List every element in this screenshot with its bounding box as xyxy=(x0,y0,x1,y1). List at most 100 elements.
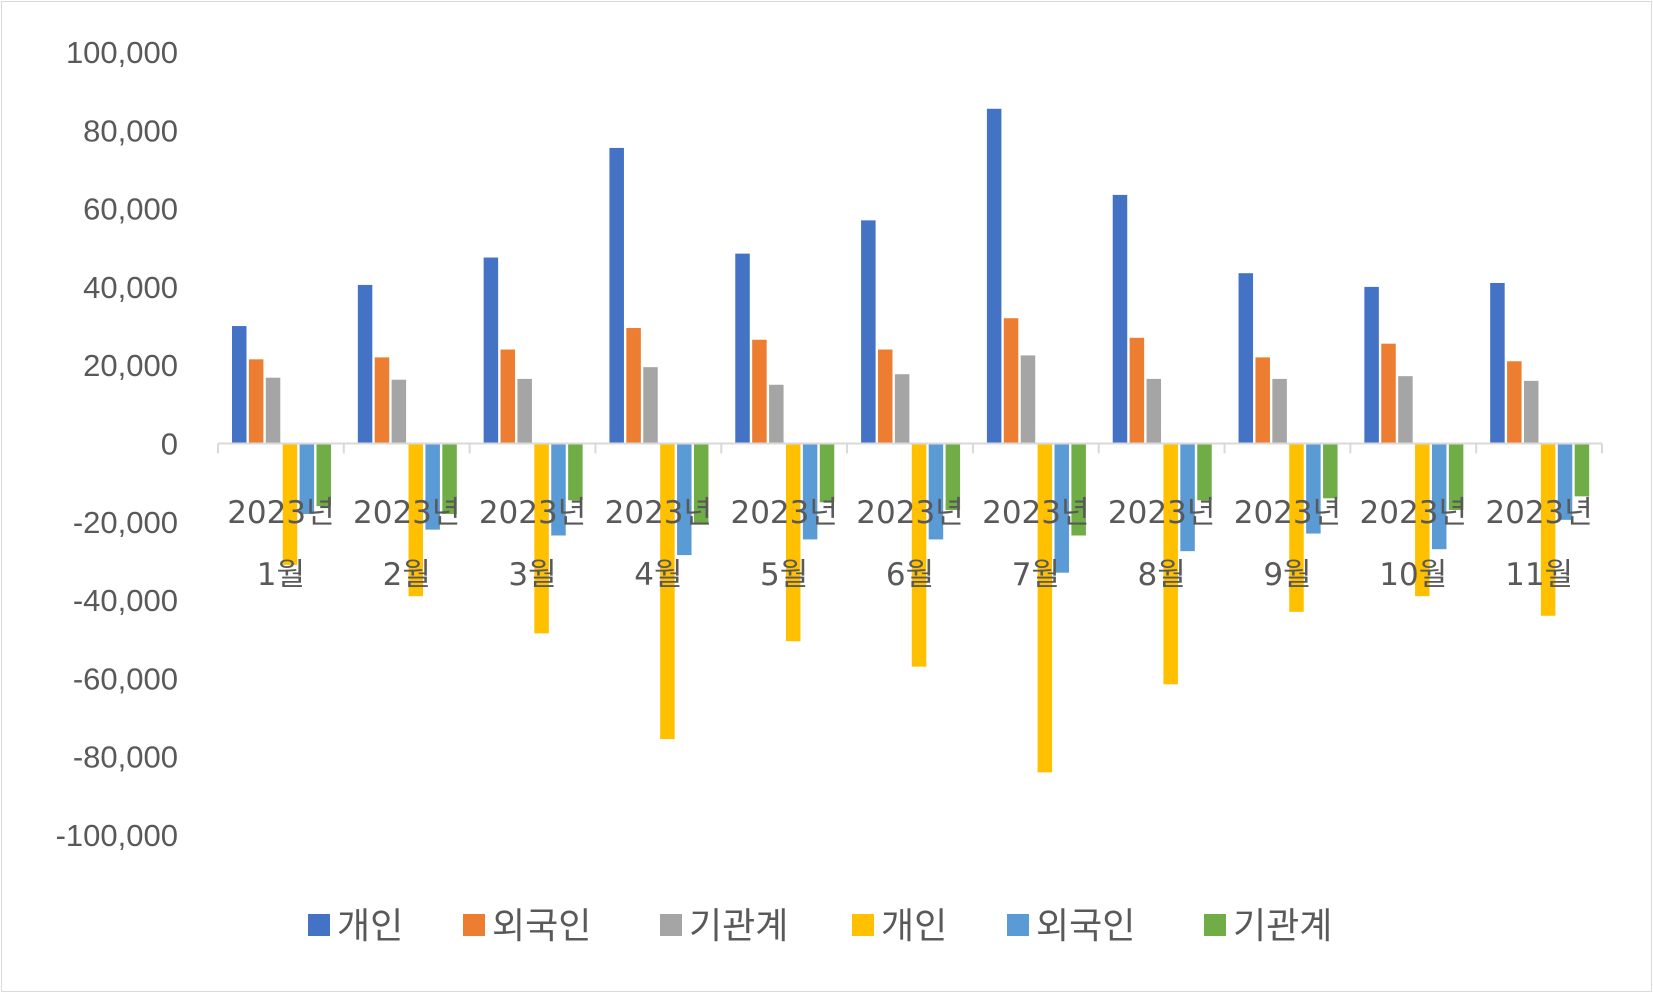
legend-label: 외국인 xyxy=(1036,906,1135,947)
x-tick-label: 11월 xyxy=(1505,557,1573,593)
bar-series-1-cat-11 xyxy=(1490,282,1505,444)
bar-series-5-cat-1 xyxy=(299,443,315,514)
x-tick-label: 8월 xyxy=(1138,557,1186,593)
x-tick-label: 2023년 xyxy=(1234,495,1341,531)
legend-item-4: 개인 xyxy=(852,906,947,947)
bar-series-6-cat-10 xyxy=(1448,443,1464,511)
x-axis-tick-marks xyxy=(217,443,1603,454)
legend-item-5: 외국인 xyxy=(1007,906,1135,947)
bar-series-5-cat-8 xyxy=(1180,443,1195,552)
x-tick-label: 2023년 xyxy=(605,495,712,531)
x-tick-label: 1월 xyxy=(257,557,305,593)
bar-series-1-cat-5 xyxy=(735,253,750,444)
legend: 개인 외국인 기관계 개인 외국인 기관계 xyxy=(308,906,1332,947)
bar-series-5-cat-5 xyxy=(802,443,818,540)
legend-swatch xyxy=(308,914,330,936)
y-tick-label: 100,000 xyxy=(66,35,178,70)
bar-series-2-cat-3 xyxy=(500,349,516,444)
legend-swatch xyxy=(463,914,485,936)
x-tick-label: 9월 xyxy=(1263,557,1311,593)
bar-series-5-cat-3 xyxy=(551,443,566,536)
x-tick-label: 10월 xyxy=(1379,557,1447,593)
bar-series-5-cat-4 xyxy=(677,443,692,556)
legend-label: 개인 xyxy=(881,906,947,947)
legend-item-6: 기관계 xyxy=(1204,906,1332,947)
bar-series-6-cat-2 xyxy=(442,443,457,514)
y-tick-label: 40,000 xyxy=(83,270,178,305)
bar-series-2-cat-10 xyxy=(1381,343,1396,444)
bar-series-1-cat-2 xyxy=(357,284,373,444)
bar-series-6-cat-9 xyxy=(1323,443,1338,499)
x-tick-label: 2023년 xyxy=(1108,495,1215,531)
y-tick-label: -40,000 xyxy=(73,583,178,618)
bar-series-4-cat-11 xyxy=(1540,443,1556,616)
x-tick-label: 7월 xyxy=(1012,557,1060,593)
bar-series-3-cat-8 xyxy=(1146,378,1162,444)
bar-series-4-cat-2 xyxy=(408,443,424,597)
x-tick-label: 2023년 xyxy=(856,495,963,531)
x-tick-label: 2023년 xyxy=(227,495,334,531)
y-tick-label: -100,000 xyxy=(56,818,178,853)
bars-layer xyxy=(232,108,1590,773)
y-tick-label: 80,000 xyxy=(83,113,178,148)
y-tick-label: -80,000 xyxy=(73,740,178,775)
bar-series-3-cat-3 xyxy=(517,378,532,444)
y-tick-label: 60,000 xyxy=(83,192,178,227)
bar-series-1-cat-6 xyxy=(861,220,876,444)
x-tick-label: 3월 xyxy=(508,557,556,593)
bar-series-1-cat-9 xyxy=(1238,273,1254,444)
bar-series-5-cat-9 xyxy=(1306,443,1321,534)
bar-series-6-cat-5 xyxy=(819,443,835,503)
bar-series-3-cat-4 xyxy=(643,367,658,444)
bar-series-2-cat-11 xyxy=(1507,361,1522,444)
bar-series-4-cat-4 xyxy=(660,443,675,740)
bar-series-1-cat-1 xyxy=(232,326,247,444)
bar-series-1-cat-3 xyxy=(483,257,499,444)
bar-series-5-cat-7 xyxy=(1054,443,1070,573)
legend-label: 기관계 xyxy=(689,906,788,947)
bar-series-4-cat-6 xyxy=(911,443,927,667)
x-tick-label: 2월 xyxy=(383,557,431,593)
bar-series-5-cat-11 xyxy=(1557,443,1573,520)
bar-series-2-cat-6 xyxy=(877,349,893,444)
bar-series-6-cat-11 xyxy=(1574,443,1590,497)
x-tick-label: 2023년 xyxy=(982,495,1089,531)
bar-series-2-cat-8 xyxy=(1129,337,1145,444)
bar-series-6-cat-4 xyxy=(693,443,709,524)
bar-series-5-cat-2 xyxy=(425,443,440,530)
bar-series-6-cat-3 xyxy=(568,443,583,501)
bar-series-2-cat-1 xyxy=(248,359,264,444)
bar-series-2-cat-2 xyxy=(374,357,390,444)
bar-series-4-cat-10 xyxy=(1415,443,1430,597)
legend-swatch xyxy=(852,914,874,936)
x-tick-label: 6월 xyxy=(886,557,934,593)
bar-series-2-cat-7 xyxy=(1003,318,1019,444)
y-tick-label: 0 xyxy=(161,427,178,462)
bar-series-3-cat-11 xyxy=(1523,380,1539,444)
bar-series-4-cat-1 xyxy=(282,443,298,565)
bar-series-6-cat-8 xyxy=(1197,443,1212,501)
y-tick-label: -60,000 xyxy=(73,661,178,696)
bar-series-4-cat-8 xyxy=(1163,443,1178,685)
legend-swatch xyxy=(660,914,682,936)
x-axis-tick-labels: 2023년 1월 2023년 2월 2023년 3월 2023년 4월 2023년 5월 2023년… xyxy=(227,495,1593,593)
bar-series-3-cat-1 xyxy=(265,377,281,444)
bar-series-3-cat-10 xyxy=(1398,376,1413,444)
bar-series-1-cat-10 xyxy=(1364,286,1379,444)
legend-label: 개인 xyxy=(337,906,403,947)
y-tick-label: -20,000 xyxy=(73,505,178,540)
bar-series-3-cat-7 xyxy=(1020,355,1036,444)
legend-label: 외국인 xyxy=(492,906,591,947)
bar-series-5-cat-6 xyxy=(928,443,944,540)
bar-series-3-cat-2 xyxy=(391,379,407,444)
bar-series-2-cat-5 xyxy=(752,339,767,444)
bar-series-4-cat-9 xyxy=(1289,443,1304,612)
legend-swatch xyxy=(1007,914,1029,936)
bar-series-2-cat-4 xyxy=(626,328,641,444)
x-tick-label: 5월 xyxy=(760,557,808,593)
bar-series-6-cat-6 xyxy=(945,443,961,511)
y-axis-tick-labels: 100,000 80,000 60,000 40,000 20,000 0 -20,000 -… xyxy=(56,35,178,853)
legend-item-3: 기관계 xyxy=(660,906,788,947)
bar-series-4-cat-3 xyxy=(534,443,549,634)
